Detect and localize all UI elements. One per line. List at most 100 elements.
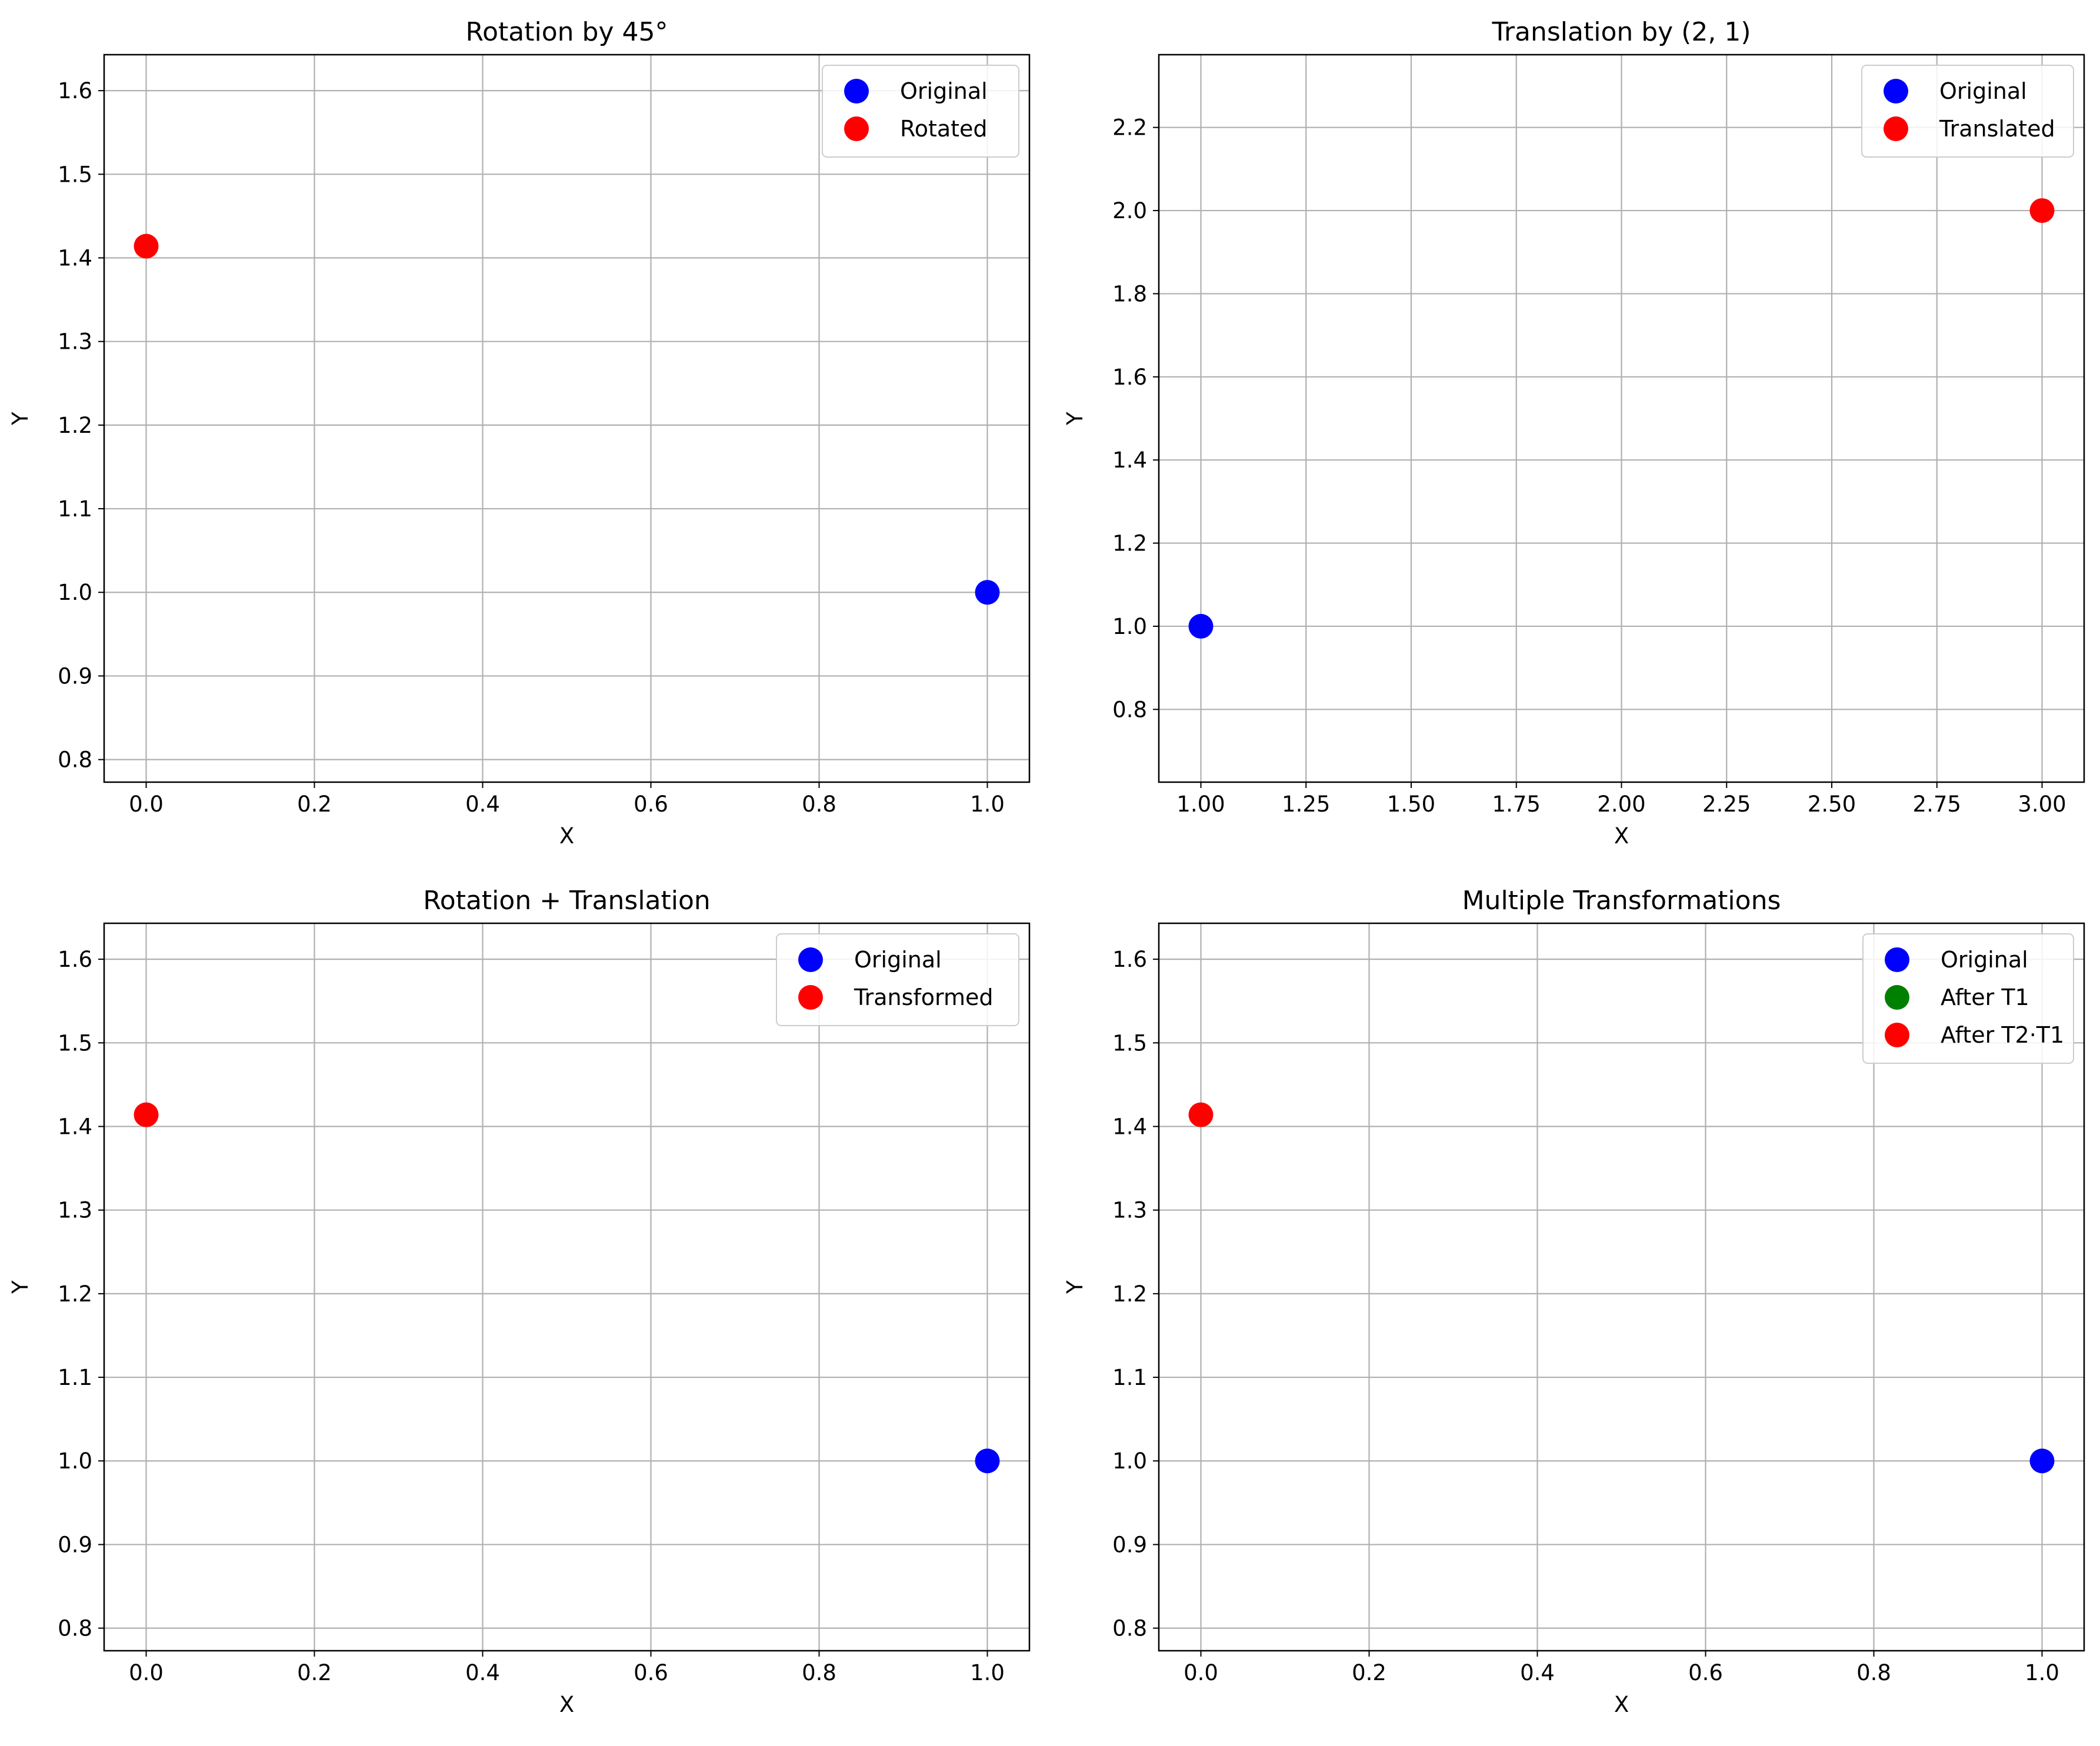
x-axis-label: X <box>1614 823 1629 849</box>
x-tick-label: 1.75 <box>1492 792 1541 817</box>
y-tick-label: 1.1 <box>58 1365 92 1390</box>
legend-marker <box>1884 79 1908 104</box>
y-tick-label: 1.0 <box>1112 1448 1147 1474</box>
chart-title: Translation by (2, 1) <box>1492 17 1751 47</box>
data-point <box>2029 198 2055 223</box>
x-tick-label: 0.4 <box>465 792 500 817</box>
y-axis-label: Y <box>1062 1280 1088 1294</box>
axes-frame <box>1158 54 2085 783</box>
y-tick-label: 1.4 <box>1112 448 1147 473</box>
y-tick-label: 1.4 <box>58 1114 92 1140</box>
x-tick-label: 0.0 <box>1184 1660 1218 1685</box>
y-tick-label: 2.2 <box>1112 115 1147 141</box>
y-tick-label: 1.5 <box>58 162 92 187</box>
x-tick-label: 2.75 <box>1913 792 1961 817</box>
legend-label: Original <box>1941 947 2028 973</box>
y-tick-label: 1.2 <box>1112 531 1147 556</box>
legend-label: Translated <box>1939 116 2055 142</box>
legend-marker <box>1884 116 1908 141</box>
x-tick-label: 0.8 <box>802 792 836 817</box>
axes-frame <box>103 54 1031 783</box>
y-tick-label: 1.0 <box>1112 614 1147 639</box>
y-tick-label: 1.1 <box>1112 1365 1147 1390</box>
x-tick-label: 1.50 <box>1387 792 1435 817</box>
y-tick-label: 1.6 <box>1112 365 1147 390</box>
x-tick-label: 2.25 <box>1702 792 1751 817</box>
legend-marker <box>1885 947 1909 972</box>
x-tick-label: 0.2 <box>297 1660 332 1685</box>
data-point <box>1188 1102 1214 1127</box>
y-tick-label: 0.9 <box>58 663 92 689</box>
y-tick-label: 1.4 <box>58 246 92 271</box>
legend-marker <box>844 79 869 104</box>
y-tick-label: 1.0 <box>58 1448 92 1474</box>
x-tick-label: 0.8 <box>802 1660 836 1685</box>
legend-box <box>822 65 1019 158</box>
legend-label: Transformed <box>854 984 994 1010</box>
y-tick-label: 1.5 <box>58 1030 92 1056</box>
legend-box <box>1861 65 2074 158</box>
chart-panel-4: 0.0 0.2 0.4 0.6 0.8 1.0 0.8 0.9 1.0 1.1 1.2 1.3 1.4 1… <box>1062 886 2085 1717</box>
data-point <box>1188 613 1214 639</box>
y-tick-label: 1.5 <box>1112 1030 1147 1056</box>
y-tick-label: 1.2 <box>58 1281 92 1307</box>
y-tick-label: 1.0 <box>58 580 92 605</box>
x-tick-label: 1.0 <box>2025 1660 2059 1685</box>
legend-box <box>776 933 1019 1026</box>
x-tick-label: 0.6 <box>634 1660 668 1685</box>
y-axis-label: Y <box>1062 412 1088 426</box>
y-tick-label: 1.6 <box>1112 947 1147 972</box>
y-tick-label: 1.1 <box>58 496 92 522</box>
y-tick-label: 1.3 <box>1112 1198 1147 1223</box>
chart-panel-2: 1.00 1.25 1.50 1.75 2.00 2.25 2.50 2.75 3.00 0.8 1… <box>1062 17 2085 849</box>
data-point <box>134 1102 159 1127</box>
y-axis-label: Y <box>8 412 33 426</box>
x-tick-label: 1.00 <box>1176 792 1225 817</box>
axes-frame <box>1158 922 2085 1652</box>
x-tick-label: 3.00 <box>2018 792 2066 817</box>
y-tick-label: 1.2 <box>1112 1281 1147 1307</box>
x-tick-label: 0.6 <box>1688 1660 1723 1685</box>
y-tick-label: 1.8 <box>1112 281 1147 306</box>
y-tick-label: 0.9 <box>1112 1532 1147 1557</box>
x-axis-label: X <box>1614 1692 1629 1717</box>
legend-label: Rotated <box>900 116 988 142</box>
legend-box <box>1862 933 2074 1064</box>
y-tick-label: 2.0 <box>1112 198 1147 223</box>
data-point <box>975 580 1000 605</box>
x-tick-label: 2.00 <box>1597 792 1645 817</box>
x-tick-label: 2.50 <box>1808 792 1856 817</box>
legend-marker <box>844 116 869 141</box>
y-tick-label: 1.4 <box>1112 1114 1147 1140</box>
chart-panel-3: 0.0 0.2 0.4 0.6 0.8 1.0 0.8 0.9 1.0 1.1 1.2 1.3 1.4 1… <box>8 886 1031 1717</box>
legend-marker <box>798 985 823 1010</box>
y-axis-label: Y <box>8 1280 33 1294</box>
legend-label: After T1 <box>1941 984 2029 1010</box>
y-tick-label: 1.6 <box>58 947 92 972</box>
data-point <box>134 233 159 259</box>
y-tick-label: 0.9 <box>58 1532 92 1557</box>
x-tick-label: 0.2 <box>1352 1660 1386 1685</box>
x-tick-label: 0.0 <box>129 1660 164 1685</box>
x-tick-label: 1.0 <box>970 792 1005 817</box>
chart-title: Rotation + Translation <box>423 886 711 916</box>
x-tick-label: 1.25 <box>1282 792 1330 817</box>
legend-label: Original <box>1939 78 2027 104</box>
x-axis-label: X <box>559 1692 574 1717</box>
x-tick-label: 0.6 <box>634 792 668 817</box>
legend-label: After T2·T1 <box>1941 1022 2064 1048</box>
data-point <box>975 1448 1000 1474</box>
legend-marker <box>1885 985 1909 1010</box>
x-tick-label: 0.2 <box>297 792 332 817</box>
y-tick-label: 0.8 <box>1112 697 1147 722</box>
y-tick-label: 1.6 <box>58 78 92 104</box>
x-axis-label: X <box>559 823 574 849</box>
legend-label: Original <box>900 78 988 104</box>
y-tick-label: 1.3 <box>58 329 92 355</box>
data-point <box>2029 1448 2055 1474</box>
y-tick-label: 0.8 <box>1112 1616 1147 1641</box>
x-tick-label: 0.4 <box>1520 1660 1555 1685</box>
axes-frame <box>103 922 1031 1652</box>
chart-title: Multiple Transformations <box>1462 886 1781 916</box>
